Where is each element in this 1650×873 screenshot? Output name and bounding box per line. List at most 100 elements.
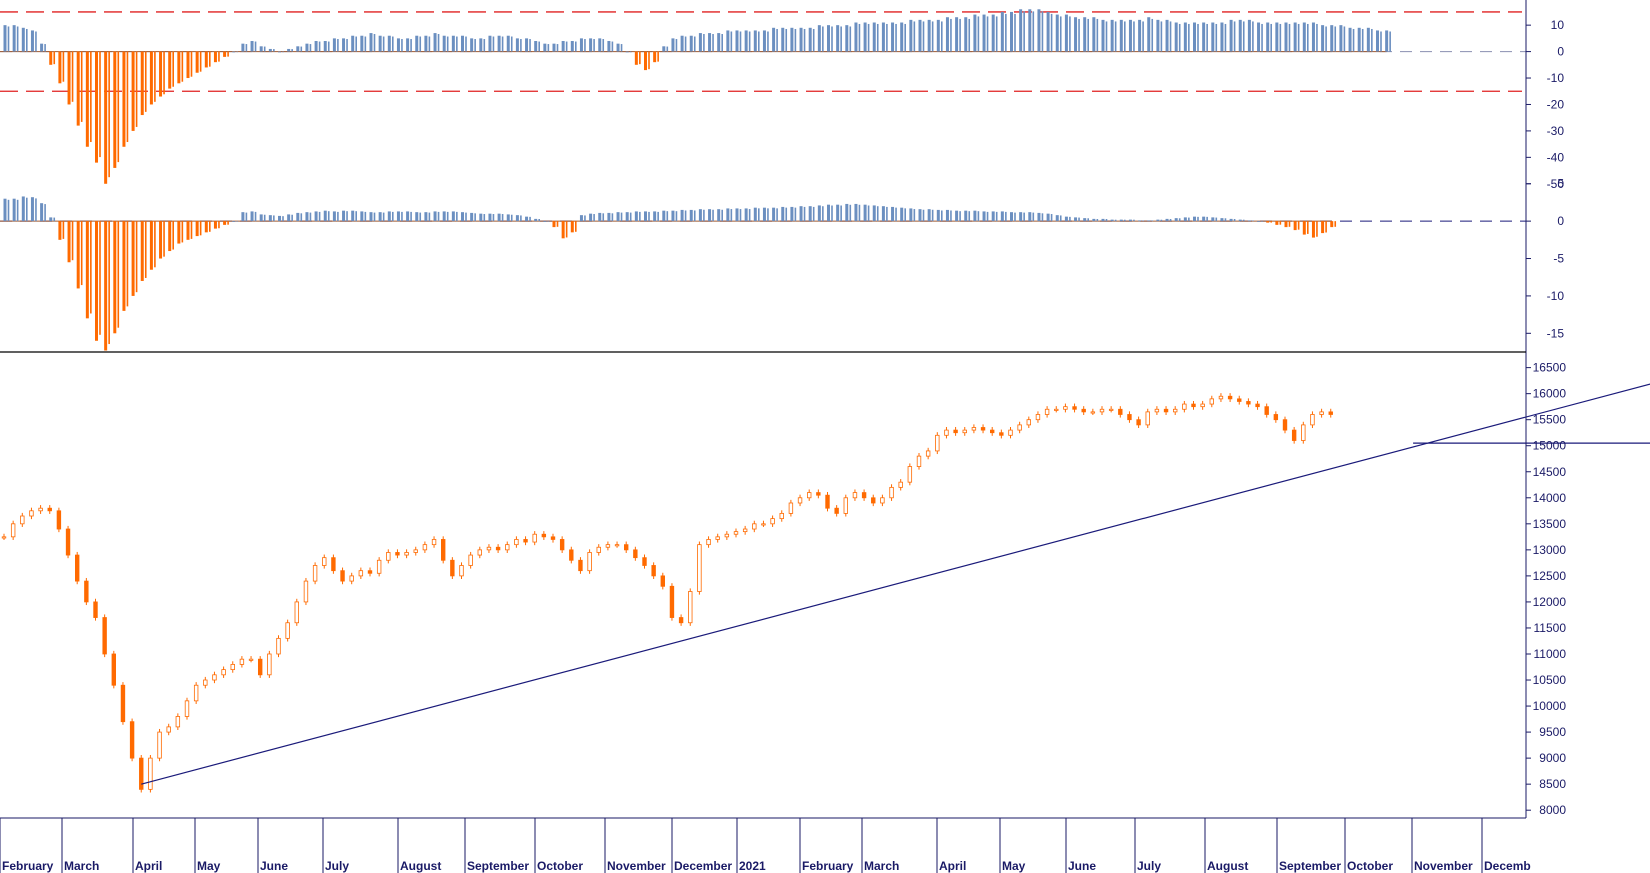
oscillator-bar <box>300 46 303 52</box>
oscillator-bar <box>1193 216 1196 222</box>
oscillator-bar <box>218 51 220 62</box>
price-candle <box>916 455 922 467</box>
price-candle <box>1237 398 1242 402</box>
oscillator-bar <box>67 221 71 263</box>
oscillator-bar <box>1343 26 1346 52</box>
price-candle <box>56 510 62 530</box>
oscillator-bar <box>241 212 245 222</box>
oscillator-bar <box>950 18 952 52</box>
oscillator-bar <box>1138 19 1142 52</box>
oscillator-bar <box>259 46 263 52</box>
price-candle <box>431 539 437 546</box>
oscillator-bar <box>1316 221 1318 237</box>
y-tick-label: -15 <box>1547 326 1565 340</box>
price-candle <box>10 523 16 538</box>
oscillator-bar <box>1138 220 1142 222</box>
price-candle <box>1145 411 1150 426</box>
oscillator-bar <box>1233 21 1236 52</box>
price-candle <box>157 731 162 759</box>
y-tick-label: 12000 <box>1533 595 1567 609</box>
oscillator-bar <box>1311 22 1315 52</box>
y-tick-label: -30 <box>1547 124 1565 138</box>
oscillator-bar <box>1169 218 1172 222</box>
oscillator-bar <box>456 36 458 52</box>
oscillator-bar <box>433 33 437 52</box>
oscillator-bar <box>698 209 702 222</box>
oscillator-bar <box>959 211 961 222</box>
oscillator-bar <box>479 213 483 222</box>
price-candle <box>614 544 620 547</box>
oscillator-bar <box>1069 216 1071 222</box>
oscillator-bar <box>76 221 80 289</box>
oscillator-bar <box>909 208 913 222</box>
oscillator-bar <box>534 218 538 222</box>
price-candle <box>907 466 913 483</box>
oscillator-bar <box>382 36 385 52</box>
price-candle <box>1173 408 1178 413</box>
oscillator-bar <box>552 43 556 52</box>
oscillator-bar <box>282 216 284 222</box>
oscillator-bar <box>26 28 28 52</box>
oscillator-bar <box>653 51 657 63</box>
oscillator-bar <box>342 210 346 222</box>
oscillator-bar <box>223 51 227 57</box>
oscillator-bar <box>1257 22 1261 52</box>
oscillator-bar <box>1215 23 1218 52</box>
oscillator-bar <box>406 211 410 222</box>
oscillator-bar <box>1297 221 1300 230</box>
oscillator-bar <box>794 28 797 52</box>
oscillator-bar <box>483 39 486 52</box>
oscillator-bar <box>515 38 519 52</box>
oscillator-bar <box>1366 27 1370 52</box>
oscillator-bar <box>593 39 595 52</box>
oscillator-bar <box>973 14 977 52</box>
oscillator-bar <box>936 209 940 222</box>
oscillator-bar <box>392 211 394 222</box>
oscillator-bar <box>598 38 602 52</box>
oscillator-bar <box>836 204 840 222</box>
oscillator-bar <box>1087 218 1089 222</box>
price-candle <box>569 549 574 561</box>
oscillator-bar <box>396 38 400 52</box>
oscillator-bar <box>44 204 46 222</box>
oscillator-bar <box>822 206 824 222</box>
price-candle <box>1017 424 1022 431</box>
price-candle <box>340 570 345 582</box>
price-candle <box>660 575 665 587</box>
oscillator-bar <box>80 51 83 122</box>
price-candle <box>184 700 190 717</box>
oscillator-bar <box>1156 219 1160 222</box>
oscillator-bar <box>1110 219 1114 222</box>
oscillator-bar <box>1233 218 1236 222</box>
price-candle <box>587 552 592 572</box>
oscillator-bar <box>1110 19 1114 52</box>
oscillator-bar <box>1055 14 1059 52</box>
oscillator-bar <box>708 33 712 52</box>
oscillator-bar <box>552 221 556 228</box>
oscillator-bar <box>785 207 788 222</box>
oscillator-bar <box>428 212 431 222</box>
price-candle <box>38 507 43 512</box>
oscillator-bar <box>433 211 437 222</box>
oscillator-bar <box>589 213 593 222</box>
oscillator-bar <box>117 221 120 328</box>
oscillator-bar <box>1242 219 1245 222</box>
oscillator-bar <box>135 51 138 127</box>
oscillator-bar <box>753 30 757 52</box>
oscillator-bar <box>525 38 529 52</box>
price-candle <box>559 539 565 551</box>
oscillator-bar <box>1206 23 1208 52</box>
oscillator-bar <box>973 210 977 222</box>
y-tick-label: -20 <box>1547 97 1565 111</box>
oscillator-bar <box>12 198 16 222</box>
oscillator-bar <box>309 212 312 222</box>
oscillator-bar <box>982 211 986 222</box>
oscillator-bar <box>703 34 705 52</box>
price-candle <box>797 497 803 504</box>
oscillator-bar <box>900 22 904 52</box>
oscillator-bar <box>735 208 739 222</box>
oscillator-bar <box>465 36 467 52</box>
oscillator-bar <box>977 211 980 222</box>
oscillator-bar <box>1188 23 1190 52</box>
y-tick-label: 14500 <box>1533 465 1567 479</box>
